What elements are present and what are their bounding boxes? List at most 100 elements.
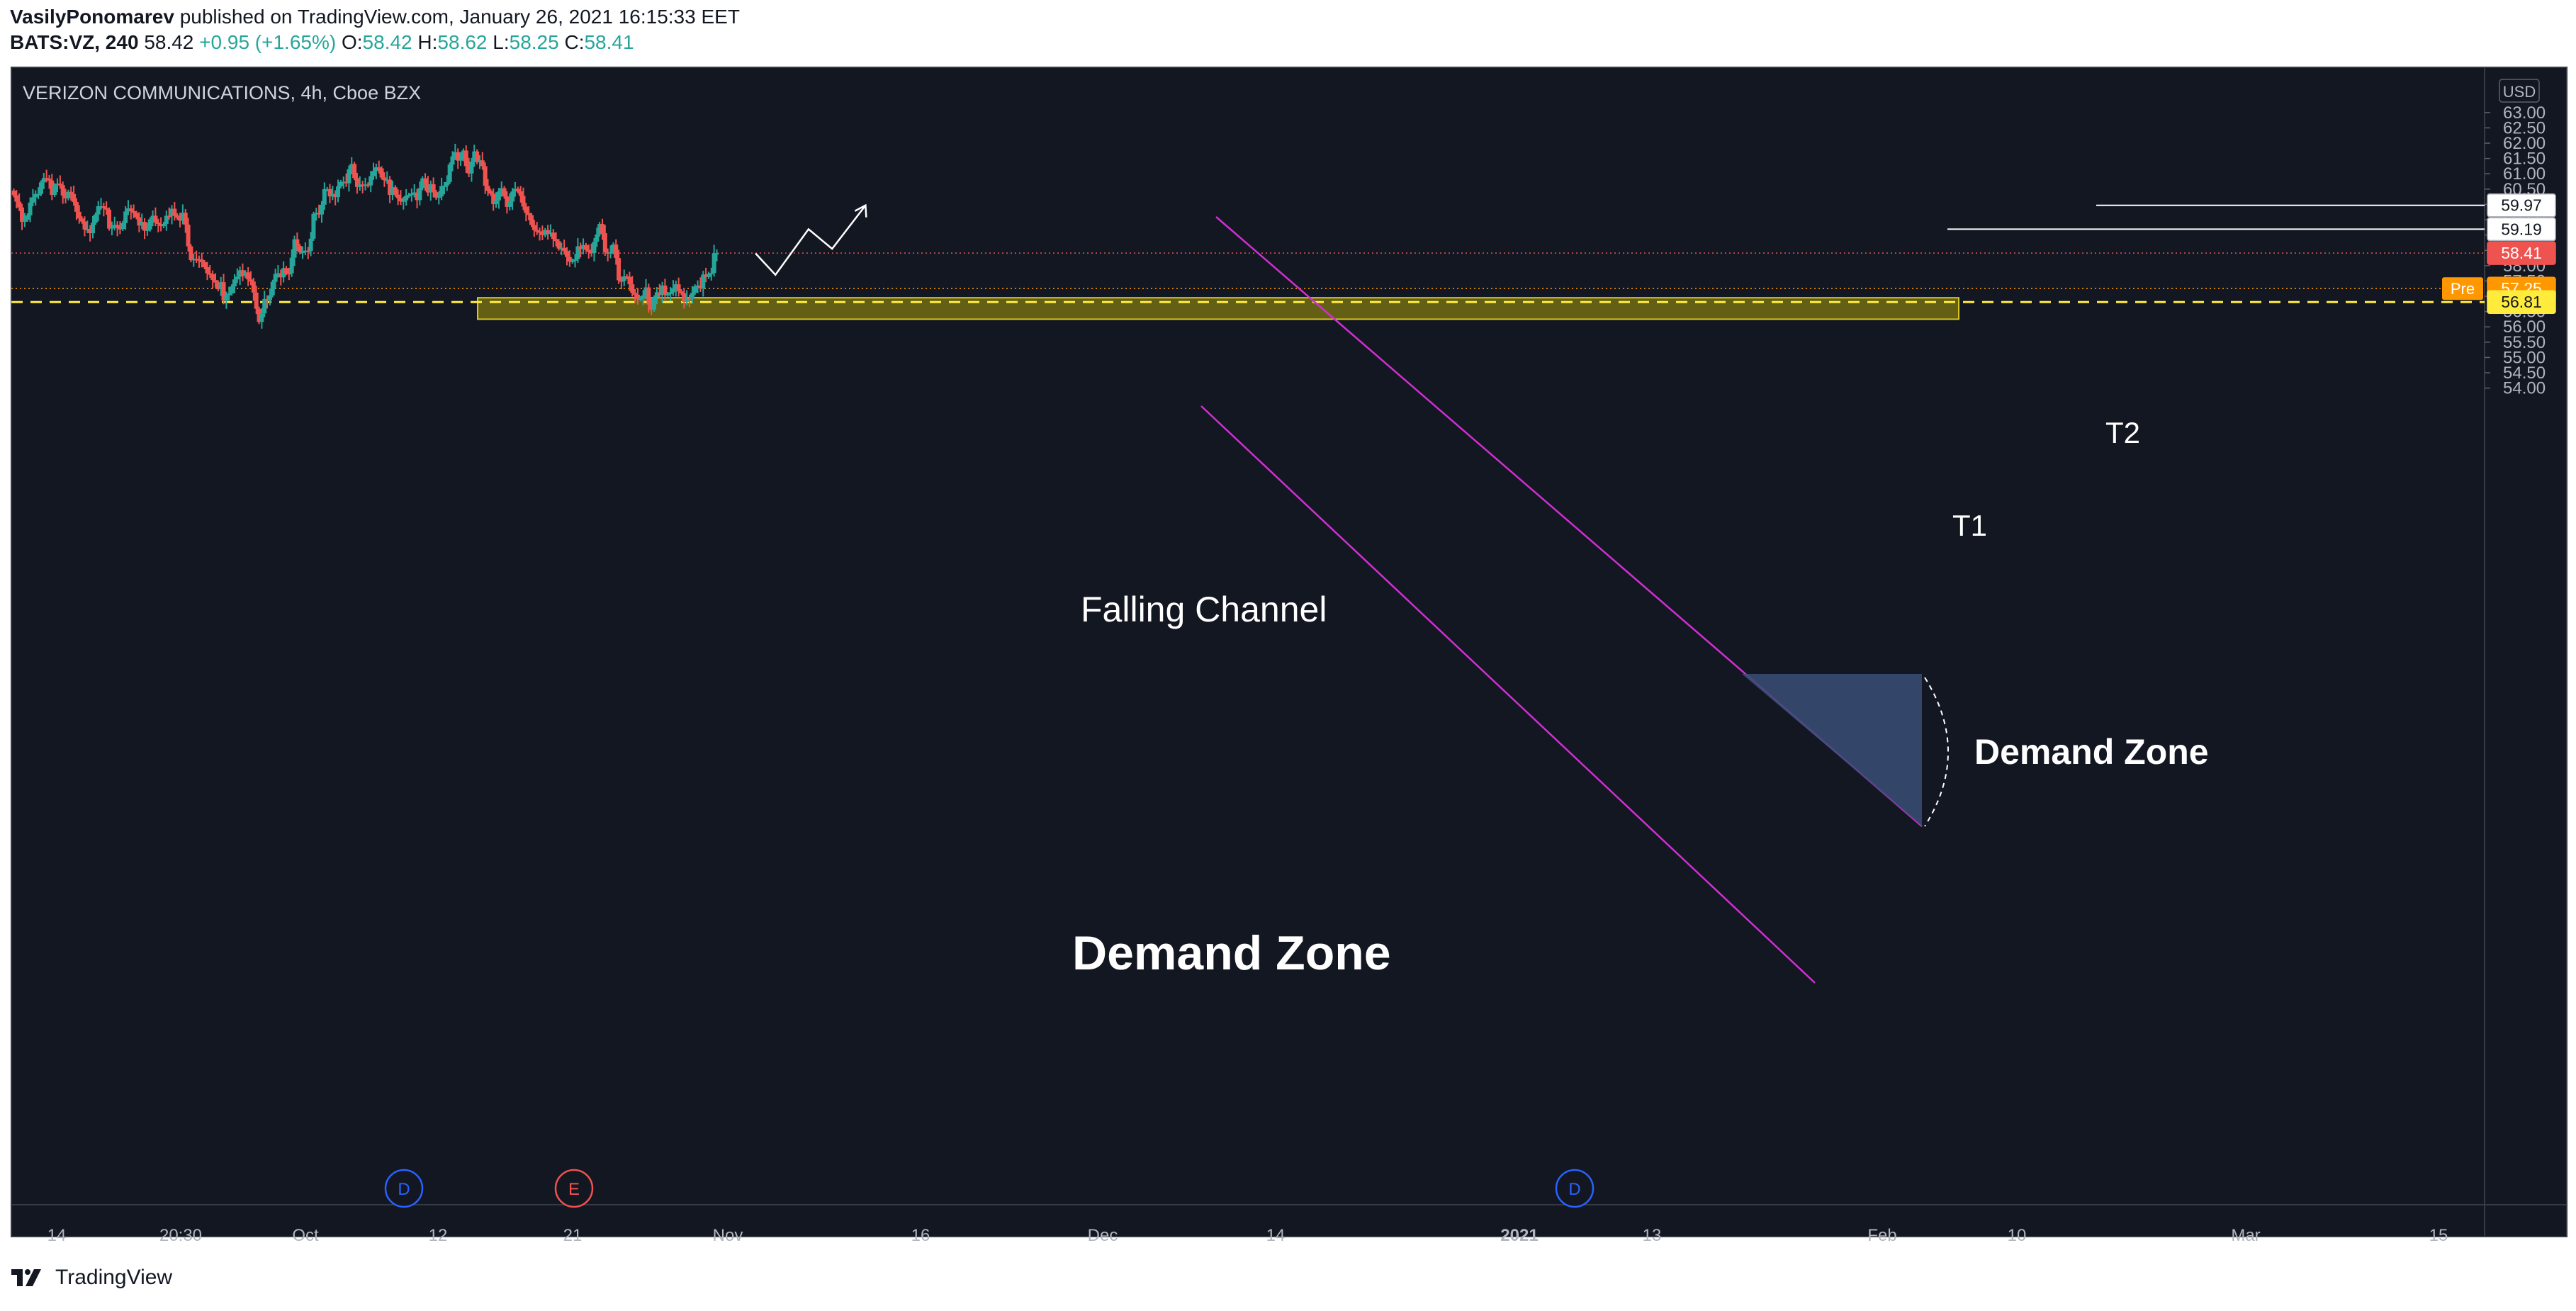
candle-body [477, 160, 482, 162]
channel-lower-line[interactable] [1200, 405, 1816, 984]
candle-body [611, 244, 616, 252]
candle-body [687, 298, 692, 300]
y-tick-label: 56.00 [2503, 317, 2546, 337]
price-badge [2487, 193, 2556, 218]
candle-body [202, 262, 207, 267]
earnings-marker[interactable]: E [554, 1169, 594, 1208]
symbol-label[interactable]: BATS:VZ, 240 [10, 31, 139, 53]
candle-body [11, 191, 16, 196]
y-tick-label: 54.00 [2503, 379, 2546, 398]
candle-body [317, 213, 322, 215]
candle-body [363, 184, 368, 186]
candle-body [303, 250, 308, 252]
candle-body [654, 292, 659, 298]
candle-body [614, 244, 619, 259]
candle-body [145, 229, 150, 231]
candle-body [444, 181, 449, 186]
candle-body [461, 150, 466, 159]
price-badge-label: 59.97 [2501, 196, 2542, 215]
y-tick-label: 55.50 [2503, 333, 2546, 352]
candle-body [668, 292, 673, 295]
candle-body [505, 196, 510, 207]
candle-body [586, 249, 591, 252]
candle-body [175, 215, 180, 218]
author-name[interactable]: VasilyPonomarev [10, 6, 174, 28]
candle-body [472, 151, 477, 162]
candle-body [649, 304, 654, 310]
candle-body [194, 259, 199, 261]
dividend-marker[interactable]: D [1555, 1169, 1594, 1208]
candle-body [221, 282, 226, 301]
candle-body [341, 181, 346, 184]
falling-channel-label: Falling Channel [1081, 590, 1327, 629]
x-tick-label: 10 [2008, 1226, 2027, 1245]
candle-body [494, 200, 499, 205]
x-tick-label: Mar [2231, 1226, 2260, 1245]
candle-body [597, 224, 602, 235]
candle-body [336, 186, 341, 198]
candle-body [704, 274, 709, 277]
y-tick-label: 55.00 [2503, 348, 2546, 367]
candle-body [230, 286, 235, 294]
candle-body [333, 193, 338, 198]
candle-body [115, 225, 120, 228]
candle-body [265, 298, 270, 300]
candle-body [425, 184, 430, 193]
candle-body [360, 184, 365, 186]
candle-body [344, 181, 349, 184]
candle-body [595, 234, 600, 242]
chart-title: VERIZON COMMUNICATIONS, 4h, Cboe BZX [23, 82, 421, 103]
candle-body [224, 295, 229, 301]
open-value: 58.42 [362, 31, 412, 53]
earnings-marker-circle [554, 1169, 594, 1208]
candle-body [251, 281, 256, 293]
candle-body [546, 230, 551, 233]
candle-body [453, 152, 458, 157]
candle-body [437, 196, 441, 198]
tradingview-logo-icon [11, 1269, 41, 1286]
candle-body [63, 195, 68, 198]
dividend-marker[interactable]: D [384, 1169, 424, 1208]
candle-body [652, 297, 657, 310]
candle-body [237, 270, 242, 277]
candle-body [665, 294, 670, 296]
candle-body [319, 204, 324, 215]
demand-zone-box[interactable] [477, 297, 1959, 320]
candle-body [22, 220, 27, 223]
candle-body [567, 257, 572, 262]
candle-body [556, 241, 561, 249]
x-axis[interactable]: 14 20:30 Oct 12 21 Nov 16 Dec 14 2021 13 Feb 10 Mar 15 [47, 1226, 2448, 1245]
candle-body [347, 169, 351, 184]
x-tick-label: 21 [563, 1226, 583, 1245]
candle-body [77, 211, 81, 219]
candle-body [673, 284, 678, 288]
projection-path[interactable] [755, 204, 867, 276]
candle-body [104, 208, 109, 210]
candle-body [150, 215, 155, 220]
price-badge [2487, 290, 2556, 314]
candle-body [502, 188, 507, 197]
candle-body [401, 200, 406, 202]
candle-body [227, 293, 232, 296]
candle-body [96, 206, 101, 215]
candle-body [60, 185, 65, 196]
candle-body [79, 218, 84, 222]
time-scale-background[interactable] [11, 1205, 2567, 1237]
candle-body [352, 164, 357, 179]
candle-body [25, 215, 30, 220]
candle-body [38, 182, 43, 194]
candle-body [712, 253, 716, 274]
candle-body [57, 184, 62, 186]
candle-body [199, 259, 204, 263]
candle-body [128, 208, 133, 211]
tradingview-logo[interactable]: TradingView [10, 1266, 172, 1290]
candle-body [518, 191, 523, 196]
x-tick-label: 15 [2429, 1226, 2448, 1245]
candle-body [548, 232, 553, 235]
dividend-marker-label: D [398, 1180, 410, 1199]
candle-body [534, 230, 539, 232]
candle-body [420, 178, 425, 189]
candle-body [232, 279, 237, 287]
